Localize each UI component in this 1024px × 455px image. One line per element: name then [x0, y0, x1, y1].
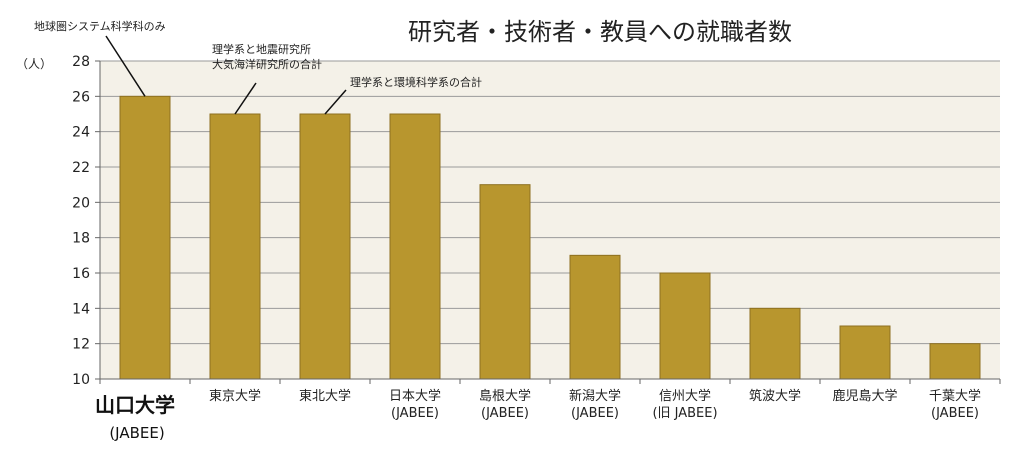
- x-category-label: 鹿児島大学: [832, 388, 897, 404]
- x-category-label: 千葉大学: [929, 388, 981, 404]
- y-axis-unit-label: （人）: [16, 57, 52, 71]
- annotation-text: 理学系と環境科学系の合計: [350, 75, 482, 89]
- bar: [389, 113, 441, 380]
- annotation-text: 地球圏システム科学科のみ: [34, 19, 166, 33]
- y-tick-label: 16: [72, 266, 90, 282]
- bar: [119, 95, 171, 380]
- annotation-leader-line: [324, 89, 347, 115]
- annotation-leader-line: [234, 82, 257, 115]
- x-category-sublabel: (JABEE): [109, 424, 164, 442]
- x-category-label: 東北大学: [299, 388, 351, 404]
- x-category-label: 山口大学: [95, 393, 175, 417]
- bar: [659, 272, 711, 380]
- bars: [119, 95, 981, 380]
- bar: [209, 113, 261, 380]
- x-category-sublabel: (JABEE): [931, 406, 979, 421]
- y-tick-label: 26: [72, 89, 90, 105]
- y-axis: 10 12 14 16 18 20 22 24 26 28: [72, 54, 101, 388]
- annotation-leader-line: [105, 35, 146, 97]
- y-tick-label: 14: [72, 301, 90, 317]
- y-tick-label: 20: [72, 195, 90, 211]
- y-tick-label: 18: [72, 231, 90, 247]
- x-category-label: 東京大学: [209, 388, 261, 404]
- x-category-sublabel: (旧 JABEE): [652, 406, 717, 421]
- x-category-sublabel: (JABEE): [571, 406, 619, 421]
- y-tick-label: 24: [72, 125, 90, 141]
- bar: [569, 254, 621, 380]
- y-tick-label: 12: [72, 337, 90, 353]
- x-category-label: 筑波大学: [749, 388, 801, 404]
- x-category-sublabel: (JABEE): [481, 406, 529, 421]
- x-axis: 山口大学 (JABEE) 東京大学 東北大学 日本大学 (JABEE) 島根大学 (JABEE…: [95, 378, 1001, 442]
- x-category-label: 信州大学: [659, 388, 711, 404]
- x-category-sublabel: (JABEE): [391, 406, 439, 421]
- x-category-label: 新潟大学: [569, 388, 621, 404]
- annotation-text: 理学系と地震研究所: [212, 42, 311, 56]
- x-category-label: 島根大学: [479, 388, 531, 404]
- chart-title: 研究者・技術者・教員への就職者数: [408, 18, 792, 46]
- bar: [839, 325, 891, 380]
- x-category-label: 日本大学: [389, 388, 441, 404]
- y-tick-label: 10: [72, 372, 90, 388]
- bar: [299, 113, 351, 380]
- bar: [929, 343, 981, 380]
- y-tick-label: 22: [72, 160, 90, 176]
- annotations: 地球圏システム科学科のみ理学系と地震研究所大気海洋研究所の合計理学系と環境科学系…: [34, 19, 482, 115]
- y-tick-label: 28: [72, 54, 90, 70]
- bar: [749, 307, 801, 380]
- bar: [479, 184, 531, 380]
- annotation-text: 大気海洋研究所の合計: [212, 57, 322, 71]
